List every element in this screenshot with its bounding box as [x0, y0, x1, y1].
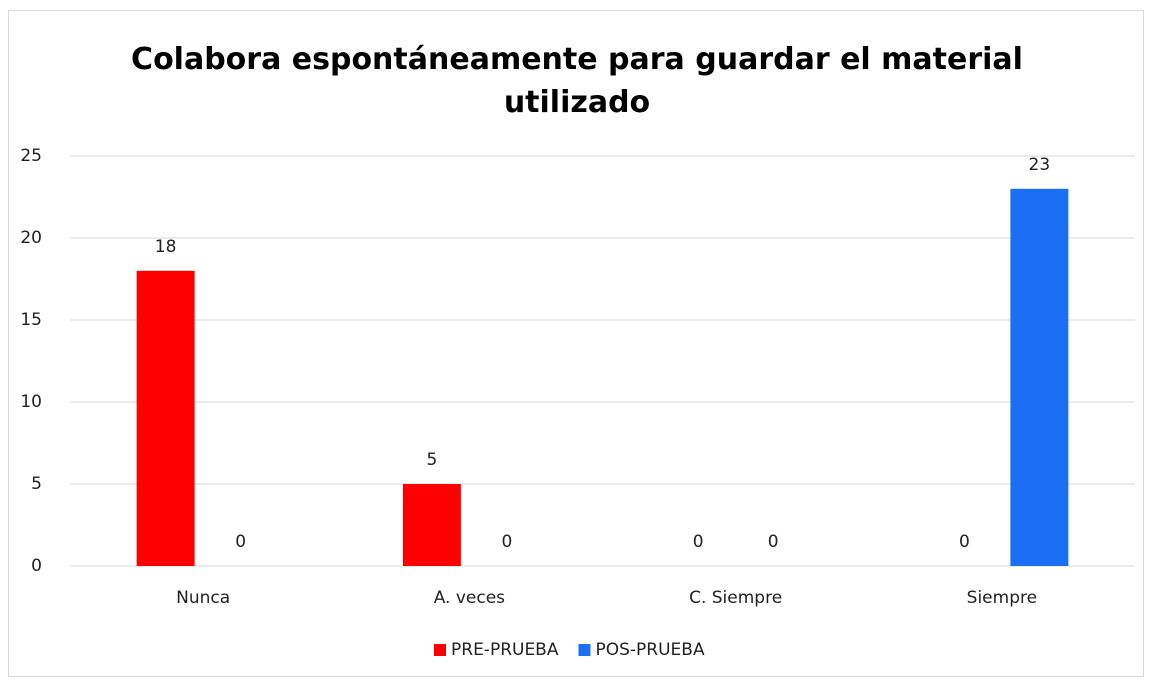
- data-label: 23: [1029, 155, 1051, 175]
- legend-label: PRE-PRUEBA: [451, 640, 559, 660]
- chart-title: Colabora espontáneamente para guardar el…: [131, 42, 1023, 120]
- y-tick-label: 20: [20, 228, 42, 248]
- legend-swatch: [578, 644, 591, 656]
- data-label: 0: [959, 532, 970, 552]
- chart-frame: [8, 10, 1144, 677]
- bar: [136, 270, 195, 566]
- y-tick-label: 5: [31, 474, 42, 494]
- y-tick-label: 0: [31, 556, 42, 576]
- data-label: 5: [426, 450, 437, 470]
- data-label: 0: [235, 532, 246, 552]
- legend-swatch: [434, 644, 446, 656]
- x-tick-label: Siempre: [967, 588, 1037, 608]
- data-label: 0: [693, 532, 704, 552]
- y-tick-label: 15: [20, 310, 42, 330]
- y-tick-label: 10: [20, 392, 42, 412]
- bar: [1010, 188, 1069, 567]
- bar: [402, 484, 461, 566]
- legend-label: POS-PRUEBA: [595, 640, 704, 660]
- data-label: 0: [768, 532, 779, 552]
- x-tick-label: C. Siempre: [689, 588, 782, 608]
- x-tick-label: A. veces: [434, 588, 505, 608]
- data-label: 0: [501, 532, 512, 552]
- x-tick-label: Nunca: [176, 588, 230, 608]
- y-tick-label: 25: [20, 146, 42, 166]
- data-label: 18: [155, 237, 177, 257]
